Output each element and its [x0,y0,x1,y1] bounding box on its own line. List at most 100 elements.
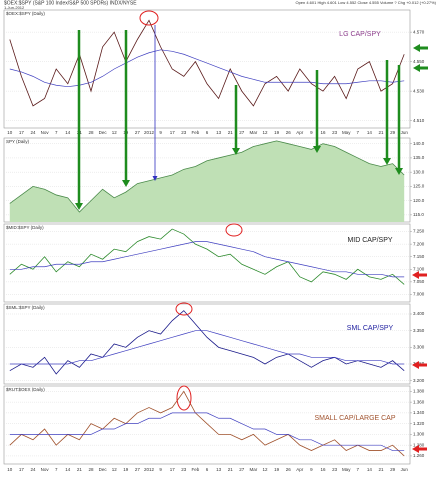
x-tick-label: 14 [65,130,71,135]
x-tick-label: 27 [239,130,245,135]
line [9,310,405,375]
x-tick-label: 16 [320,130,326,135]
x-tick-label: 12 [112,467,118,472]
y-tick-label: 3.300 [413,345,425,350]
arrowhead [383,158,391,165]
x-tick-label: 13 [216,130,222,135]
y-tick-label: 7.100 [413,266,425,271]
x-tick-label: 21 [77,467,83,472]
y-tick-label: 7.050 [413,279,425,284]
y-tick-label: 125.0 [413,184,425,189]
x-tick-label: 21 [228,467,234,472]
panel-frame [3,385,411,465]
plots: $OEX:$SPY (Daily) LG CAP/SPY 4.510 4.530 4.5… [4,11,425,472]
x-tick-label: 23 [181,467,187,472]
x-tick-label: 17 [19,130,25,135]
x-tick-label: 28 [88,467,94,472]
panel-title: $RUT:$OEX (Daily) [6,387,45,392]
highlight-circle [225,223,243,237]
x-tick-label: 2012 [144,467,155,472]
x-tick-label: 6 [206,130,209,135]
x-tick-label: 7 [357,467,360,472]
y-tick-label: 130.0 [413,169,425,174]
x-tick-label: 14 [367,130,373,135]
green-arrowheads [75,44,428,210]
panel-frame [3,223,411,303]
y-tick-label: 3.350 [413,328,425,333]
y-tick-label: 3.200 [413,378,425,383]
arrow-shaft [419,363,427,367]
y-tick-label: 3.400 [413,311,425,316]
panel-title: SPY (Daily) [6,139,30,144]
green-arrows [77,30,401,205]
x-tick-label: 7 [55,130,58,135]
x-tick-label: 24 [30,130,36,135]
x-tick-label: Jun [401,467,409,472]
red-arrows [412,271,427,453]
annotations [75,10,428,453]
x-tick-label: 6 [206,467,209,472]
panel-title: $MID:$SPY (Daily) [6,225,44,230]
panel-label: SML CAP/SPY [347,325,394,332]
panel-label: MID CAP/SPY [347,237,392,244]
arrowhead [232,148,240,155]
y-tick-label: 4.510 [413,118,425,123]
y-tick-label: 1.260 [413,453,425,458]
arrowhead [122,180,130,187]
x-tick-label: 9 [310,130,313,135]
arrow-shaft [419,273,427,277]
frames [3,9,411,465]
x-tick-label: Dec [99,467,108,472]
panel-label: SMALL CAP/LARGE CAP [314,415,395,422]
panel-title: $OEX:$SPY (Daily) [6,11,45,16]
highlight-circle [139,10,159,26]
x-tick-label: 19 [123,467,129,472]
arrowhead [313,146,321,153]
x-tick-label: 13 [216,467,222,472]
y-tick-label: 1.340 [413,410,425,415]
x-tick-label: 9 [310,467,313,472]
x-tick-label: 21 [378,130,384,135]
x-tick-label: 23 [181,130,187,135]
x-tick-label: 7 [357,130,360,135]
y-tick-label: 140.0 [413,141,425,146]
arrowhead [152,176,158,181]
x-tick-label: 14 [65,467,71,472]
header-symbol: $OEX:$SPY (S&P 100 Index/S&P 500 SPDRs) … [4,0,137,6]
y-tick-label: 135.0 [413,155,425,160]
arrowhead [412,361,419,369]
x-tick-label: Feb [192,130,200,135]
arrowhead [413,64,420,72]
x-tick-label: 27 [135,467,141,472]
x-tick-label: 26 [286,130,292,135]
x-tick-label: 26 [286,467,292,472]
x-tick-label: 29 [390,467,396,472]
line [9,412,405,451]
x-tick-label: Feb [192,467,200,472]
x-tick-label: 28 [88,130,94,135]
x-tick-label: 12 [262,467,268,472]
x-tick-label: 12 [262,130,268,135]
x-tick-label: Mar [250,467,258,472]
x-tick-label: 17 [19,467,25,472]
panel-frame [3,303,411,385]
x-tick-label: 10 [7,467,13,472]
y-tick-label: 1.360 [413,399,425,404]
x-tick-label: 9 [159,467,162,472]
y-tick-label: 1.380 [413,389,425,394]
x-tick-label: 23 [332,130,338,135]
x-tick-label: 9 [159,130,162,135]
x-tick-label: 10 [7,130,13,135]
x-tick-label: 17 [170,130,176,135]
x-tick-label: 12 [112,130,118,135]
x-tick-label: Nov [41,467,50,472]
panel-title: $SML:$SPY (Daily) [6,305,45,310]
y-tick-label: 7.000 [413,292,425,297]
arrow-shaft [420,66,428,70]
header-date: 1-Jun-2012 [4,5,25,10]
x-tick-label: Mar [250,130,258,135]
x-tick-label: Apr [296,467,304,472]
x-tick-label: 27 [135,130,141,135]
x-tick-label: 17 [170,467,176,472]
